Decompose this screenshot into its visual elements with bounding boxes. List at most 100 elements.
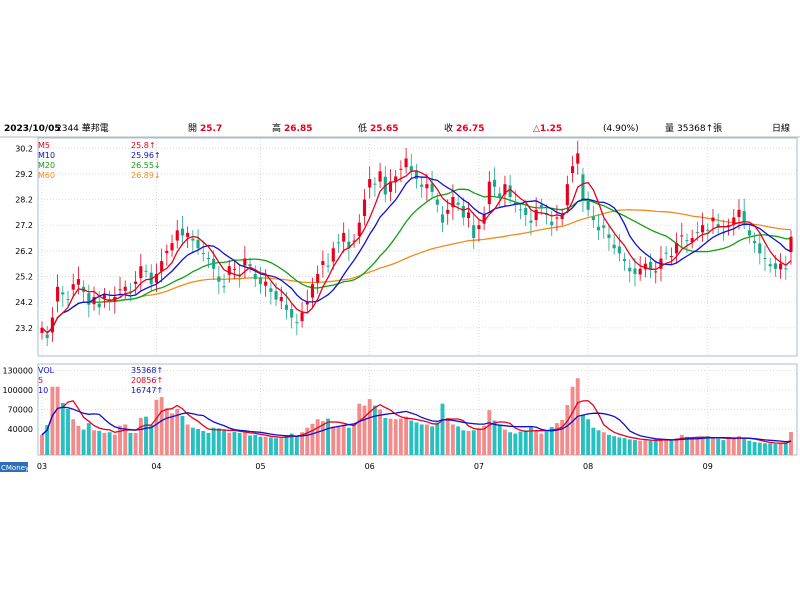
candle-body (539, 204, 543, 208)
candle-body (175, 230, 179, 241)
volume-bar (622, 438, 627, 455)
volume-bar (711, 438, 715, 455)
volume-bar (742, 438, 747, 455)
volume-bar (607, 434, 611, 455)
volume-legend: VOL 35368↑ 5 20856↑ 10 16747↑ (38, 366, 163, 395)
candle-body (388, 181, 393, 192)
candle-body (305, 302, 309, 305)
volume-bar (102, 432, 107, 455)
volume-bar (107, 432, 112, 455)
volume-bar (757, 442, 762, 455)
volume-bar (76, 425, 81, 455)
volume-bar (258, 436, 263, 455)
legend-vol5-value: 20856↑ (131, 376, 163, 385)
candle-body (409, 166, 413, 172)
volume-bar (726, 438, 731, 455)
candle-body (128, 291, 132, 293)
volume-ma-lines-group (41, 400, 792, 444)
volume-bar (164, 408, 169, 455)
candle-body (784, 268, 788, 270)
volume-bar (222, 430, 226, 455)
volume-bar (653, 440, 658, 455)
candle-body (654, 271, 658, 273)
volume-bar (211, 427, 216, 455)
candle-body (534, 209, 538, 221)
volume-bar (263, 436, 268, 455)
candle-body (108, 299, 112, 301)
candle-body (591, 216, 595, 221)
chart-axes: 30.2 29.2 28.2 27.2 26.2 25.2 24.2 23.2 130000 10… (2, 144, 713, 471)
volume-bar (596, 430, 601, 455)
volume-bar (747, 440, 752, 455)
volume-bar (112, 434, 117, 455)
candle-body (649, 261, 653, 269)
candle-body (269, 288, 273, 292)
legend-m60-name: M60 (38, 171, 55, 180)
ma5-line (41, 170, 792, 334)
header-change: △1.25 (533, 124, 562, 134)
volume-bar (487, 410, 492, 455)
candle-body (399, 168, 403, 170)
ma10-line-group (46, 175, 792, 334)
volume-bar (482, 425, 487, 455)
volume-bar (326, 418, 331, 455)
volume-bar (752, 442, 757, 455)
candle-body (123, 286, 127, 291)
candle-body (669, 255, 673, 258)
candle-body (180, 228, 184, 236)
candle-body (295, 322, 299, 324)
legend-m10-value: 25.96↑ (131, 151, 161, 160)
volume-bar (45, 425, 50, 455)
candle-body (435, 199, 439, 205)
month-tick-label: 05 (255, 462, 265, 471)
candle-body (701, 225, 705, 233)
volume-bar (591, 427, 596, 455)
volume-bar (133, 432, 138, 455)
candle-body (300, 312, 304, 322)
month-tick-label: 09 (703, 462, 713, 471)
volume-bar (601, 432, 606, 455)
volume-bar (346, 427, 351, 455)
volume-bar (612, 436, 617, 455)
volume-bar (513, 433, 518, 455)
volume-bar (404, 416, 409, 455)
candle-body (66, 299, 70, 301)
candle-body (711, 217, 715, 222)
candle-body (71, 284, 75, 290)
price-tick-label: 28.2 (15, 196, 33, 205)
candle-body (779, 263, 783, 270)
volume-bar (60, 403, 65, 455)
watermark-text: CMoney (1, 464, 29, 472)
volume-bar (476, 428, 481, 455)
price-tick-label: 30.2 (15, 144, 33, 153)
candle-body (638, 268, 642, 275)
candle-body (789, 236, 793, 253)
volume-bar (633, 440, 637, 455)
price-legend: M5 25.8↑ M10 25.96↑ M20 26.55↓ M60 26.89… (38, 141, 161, 180)
candle-body (716, 224, 720, 228)
candle-body (747, 230, 751, 236)
volume-bar (450, 424, 455, 455)
volume-bar (268, 437, 273, 455)
volume-bar (586, 419, 591, 455)
volume-bar (617, 437, 622, 455)
candle-body (347, 241, 351, 249)
candle-body (45, 334, 49, 339)
volume-bar (331, 426, 336, 455)
header-change-pct: (4.90%) (603, 124, 639, 134)
candle-body (492, 179, 497, 187)
candle-body (227, 266, 231, 275)
candle-body (196, 239, 200, 249)
candle-body (206, 258, 211, 260)
volume-bar (253, 434, 258, 455)
ma20-line-group (57, 188, 792, 318)
volume-bar (659, 438, 663, 455)
volume-bar (398, 418, 403, 455)
volume-bar (763, 443, 767, 455)
volume-bar (554, 423, 559, 455)
volume-bar (497, 424, 502, 455)
candle-body (753, 241, 757, 244)
candle-body (664, 252, 668, 254)
candle-body (524, 208, 528, 215)
